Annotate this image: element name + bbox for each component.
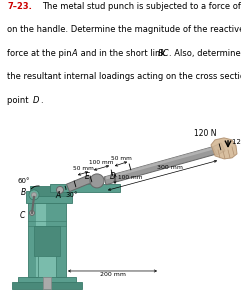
Polygon shape [28, 196, 66, 277]
Circle shape [29, 190, 39, 200]
Text: on the handle. Determine the magnitude of the reactive: on the handle. Determine the magnitude o… [7, 25, 241, 34]
Polygon shape [50, 184, 120, 192]
Circle shape [29, 210, 34, 215]
Text: 100 mm: 100 mm [118, 175, 142, 180]
Text: 50 mm: 50 mm [73, 166, 94, 171]
Text: E: E [85, 172, 90, 181]
Text: 120 N: 120 N [194, 129, 216, 138]
Polygon shape [43, 277, 51, 289]
Text: D: D [33, 96, 40, 105]
Text: the resultant internal loadings acting on the cross section at: the resultant internal loadings acting o… [7, 72, 241, 81]
Text: 60°: 60° [18, 178, 31, 184]
Text: . Also, determine: . Also, determine [169, 49, 241, 58]
Polygon shape [30, 186, 68, 196]
Circle shape [56, 187, 63, 194]
Polygon shape [106, 144, 221, 179]
Text: 30°: 30° [65, 192, 78, 198]
Text: 7–23.: 7–23. [7, 2, 32, 11]
Circle shape [32, 192, 36, 197]
Text: 50 mm: 50 mm [111, 156, 131, 161]
Text: .: . [40, 96, 43, 105]
Text: D: D [110, 172, 116, 181]
Text: 300 mm: 300 mm [157, 165, 183, 170]
Circle shape [90, 174, 104, 188]
Polygon shape [18, 277, 76, 282]
Text: force at the pin: force at the pin [7, 49, 74, 58]
Polygon shape [211, 138, 237, 159]
Text: C: C [20, 212, 25, 221]
Polygon shape [36, 196, 46, 277]
Polygon shape [213, 143, 225, 155]
Text: 100 mm: 100 mm [89, 160, 114, 165]
Polygon shape [34, 226, 60, 256]
Polygon shape [26, 191, 72, 203]
Polygon shape [38, 256, 56, 277]
Text: B: B [21, 188, 26, 197]
Text: and in the short link: and in the short link [78, 49, 168, 58]
Text: BC: BC [158, 49, 169, 58]
Text: The metal stud punch is subjected to a force of 120 N: The metal stud punch is subjected to a f… [42, 2, 241, 11]
Text: 200 mm: 200 mm [100, 272, 126, 277]
Text: A: A [55, 191, 61, 200]
Text: A: A [71, 49, 77, 58]
Polygon shape [12, 282, 82, 289]
Polygon shape [104, 145, 221, 185]
Polygon shape [67, 175, 92, 191]
Text: point: point [7, 96, 31, 105]
Text: 120 N: 120 N [232, 139, 241, 145]
